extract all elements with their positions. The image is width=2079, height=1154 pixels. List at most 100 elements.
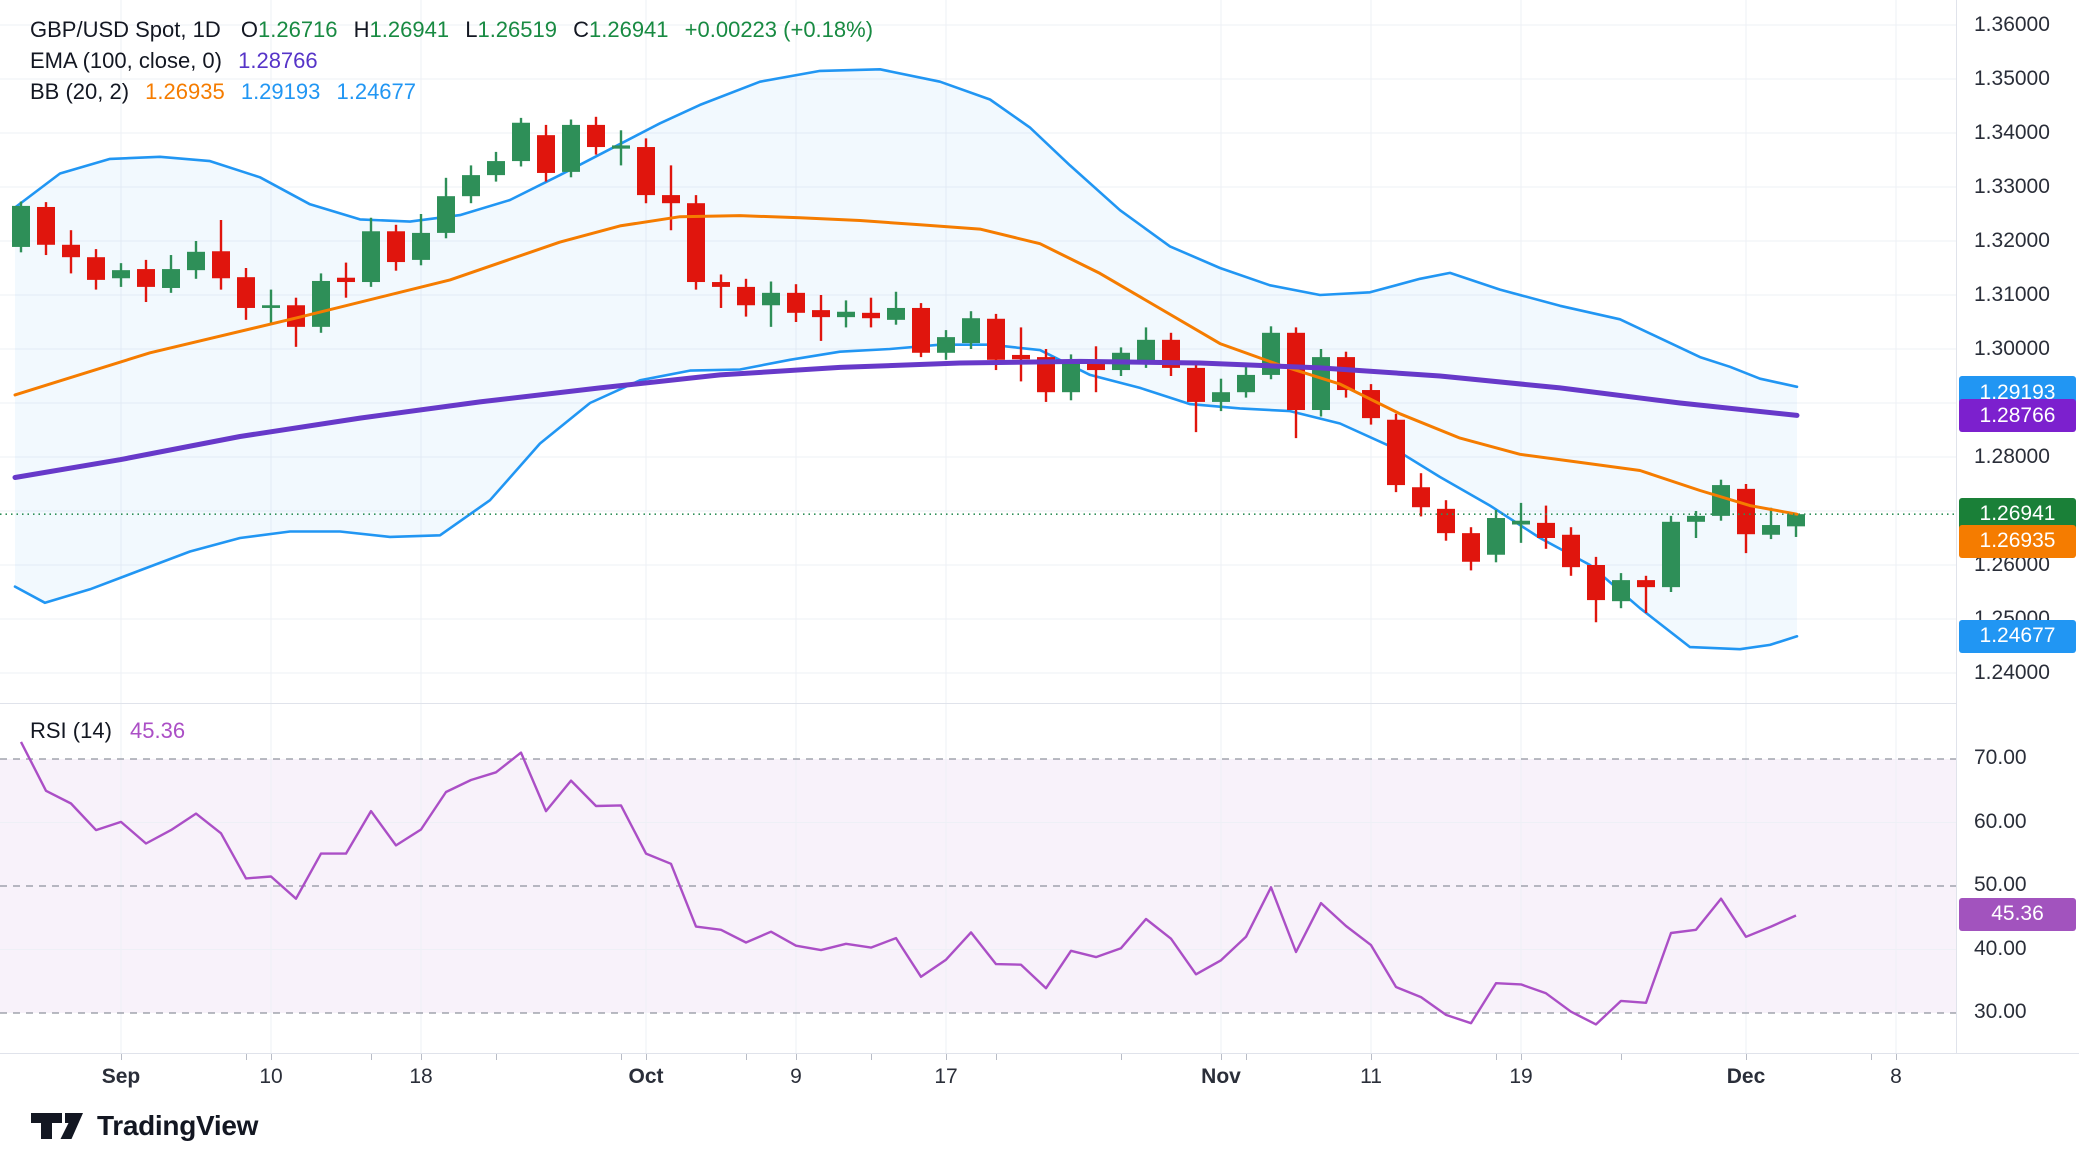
time-axis-label[interactable]: 9 bbox=[790, 1065, 802, 1088]
candle-body[interactable] bbox=[1687, 515, 1705, 522]
candle-body[interactable] bbox=[1212, 392, 1230, 402]
candle-body[interactable] bbox=[562, 124, 580, 172]
rsi-pane[interactable] bbox=[0, 703, 1956, 1053]
candle-body[interactable] bbox=[1637, 580, 1655, 588]
candle-body[interactable] bbox=[137, 269, 155, 287]
rsi-label[interactable]: RSI (14) bbox=[30, 718, 112, 743]
candle-body[interactable] bbox=[662, 195, 680, 204]
candle-body[interactable] bbox=[62, 244, 80, 258]
candle-body[interactable] bbox=[887, 307, 905, 320]
candle-body[interactable] bbox=[262, 305, 280, 308]
candle-body[interactable] bbox=[987, 318, 1005, 360]
symbol-title[interactable]: GBP/USD Spot, 1D bbox=[30, 17, 221, 42]
candle-body[interactable] bbox=[587, 124, 605, 148]
bb-label[interactable]: BB (20, 2) bbox=[30, 79, 130, 104]
candle-body[interactable] bbox=[787, 292, 805, 313]
candle-body[interactable] bbox=[312, 280, 330, 327]
candle-body[interactable] bbox=[612, 145, 630, 149]
time-axis-label[interactable]: 8 bbox=[1890, 1065, 1902, 1088]
time-axis-label[interactable]: 18 bbox=[409, 1065, 433, 1088]
time-axis-label[interactable]: 10 bbox=[259, 1065, 283, 1088]
candle-body[interactable] bbox=[237, 277, 255, 308]
candle-body[interactable] bbox=[1487, 518, 1505, 555]
candle-body[interactable] bbox=[1337, 357, 1355, 391]
candle-body[interactable] bbox=[1312, 357, 1330, 411]
rsi-badge[interactable]: 45.36 bbox=[1959, 897, 2076, 931]
candle-body[interactable] bbox=[412, 232, 430, 260]
candle-body[interactable] bbox=[762, 292, 780, 306]
candle-body[interactable] bbox=[1762, 525, 1780, 535]
legend-symbol-row[interactable]: GBP/USD Spot, 1D O1.26716 H1.26941 L1.26… bbox=[30, 14, 873, 45]
candle-body[interactable] bbox=[362, 231, 380, 283]
time-axis-label[interactable]: 17 bbox=[934, 1065, 958, 1088]
rsi-legend[interactable]: RSI (14) 45.36 bbox=[30, 718, 185, 744]
price-badge[interactable]: 1.26935 bbox=[1959, 524, 2076, 558]
candle-body[interactable] bbox=[162, 269, 180, 288]
time-axis[interactable]: Sep 10 18 Oct 9 17 Nov 11 19 Dec 8 bbox=[0, 1053, 2079, 1102]
candle-body[interactable] bbox=[1387, 419, 1405, 486]
candle-body[interactable] bbox=[637, 147, 655, 196]
candle-body[interactable] bbox=[537, 135, 555, 173]
price-axis[interactable]: 1.36000 1.35000 1.34000 1.33000 1.32000 1.310… bbox=[1956, 0, 2079, 1053]
candle-body[interactable] bbox=[812, 310, 830, 318]
candle-body[interactable] bbox=[1562, 534, 1580, 568]
legend-bb-row[interactable]: BB (20, 2) 1.26935 1.29193 1.24677 bbox=[30, 76, 873, 107]
time-axis-label[interactable]: Dec bbox=[1726, 1065, 1766, 1088]
rsi-line[interactable] bbox=[19, 741, 1797, 1026]
legend-ema-row[interactable]: EMA (100, close, 0) 1.28766 bbox=[30, 45, 873, 76]
candle-body[interactable] bbox=[87, 257, 105, 280]
candle-body[interactable] bbox=[1187, 367, 1205, 402]
candle-body[interactable] bbox=[12, 205, 30, 247]
candle-body[interactable] bbox=[687, 203, 705, 283]
candle-body[interactable] bbox=[1462, 533, 1480, 562]
candle-body[interactable] bbox=[1662, 521, 1680, 588]
candle-body[interactable] bbox=[487, 161, 505, 176]
candle-body[interactable] bbox=[437, 196, 455, 233]
candle-body[interactable] bbox=[737, 286, 755, 306]
candle-body[interactable] bbox=[1137, 339, 1155, 362]
time-axis-label[interactable]: Oct bbox=[628, 1065, 664, 1088]
candle-body[interactable] bbox=[837, 311, 855, 318]
price-badge[interactable]: 1.28766 bbox=[1959, 399, 2076, 433]
time-axis-label[interactable]: Nov bbox=[1201, 1065, 1241, 1088]
candle-body[interactable] bbox=[912, 307, 930, 353]
ema-label[interactable]: EMA (100, close, 0) bbox=[30, 48, 222, 73]
candle-body[interactable] bbox=[1412, 487, 1430, 508]
candle-body[interactable] bbox=[862, 312, 880, 319]
candle-body[interactable] bbox=[462, 175, 480, 197]
tradingview-brand[interactable]: TradingView bbox=[30, 1110, 258, 1142]
candle-body[interactable] bbox=[387, 231, 405, 263]
candle-body[interactable] bbox=[1587, 565, 1605, 601]
candle-body[interactable] bbox=[187, 251, 205, 271]
time-axis-label[interactable]: 19 bbox=[1509, 1065, 1533, 1088]
candle-body[interactable] bbox=[1612, 580, 1630, 602]
bollinger-upper-line[interactable] bbox=[13, 68, 1799, 389]
candle-body[interactable] bbox=[1787, 514, 1805, 527]
candle-body[interactable] bbox=[1037, 357, 1055, 393]
candle-body[interactable] bbox=[1537, 522, 1555, 538]
candle-body[interactable] bbox=[937, 337, 955, 353]
candle-body[interactable] bbox=[1062, 363, 1080, 393]
candle-body[interactable] bbox=[1712, 485, 1730, 516]
candle-body[interactable] bbox=[287, 305, 305, 327]
candle-body[interactable] bbox=[512, 122, 530, 162]
ema100-line[interactable] bbox=[12, 358, 1800, 480]
candle-body[interactable] bbox=[112, 270, 130, 279]
candle-body[interactable] bbox=[1437, 508, 1455, 534]
time-axis-label[interactable]: Sep bbox=[101, 1065, 141, 1088]
candle-body[interactable] bbox=[712, 282, 730, 287]
candle-body[interactable] bbox=[1087, 361, 1105, 371]
rsi-chart-canvas[interactable] bbox=[0, 704, 1956, 1053]
time-axis-label[interactable]: 11 bbox=[1360, 1065, 1382, 1088]
price-badge[interactable]: 1.24677 bbox=[1959, 619, 2076, 653]
candle-body[interactable] bbox=[37, 206, 55, 245]
candle-body[interactable] bbox=[1737, 488, 1755, 535]
candle-body[interactable] bbox=[337, 277, 355, 283]
price-pane[interactable]: GBP/USD Spot, 1D O1.26716 H1.26941 L1.26… bbox=[0, 0, 1956, 703]
bb-basis-sma-line[interactable] bbox=[13, 214, 1799, 516]
candle-body[interactable] bbox=[1237, 374, 1255, 393]
candle-body[interactable] bbox=[1512, 520, 1530, 525]
candle-body[interactable] bbox=[962, 318, 980, 344]
candle-body[interactable] bbox=[1012, 354, 1030, 360]
candle-body[interactable] bbox=[212, 251, 230, 279]
